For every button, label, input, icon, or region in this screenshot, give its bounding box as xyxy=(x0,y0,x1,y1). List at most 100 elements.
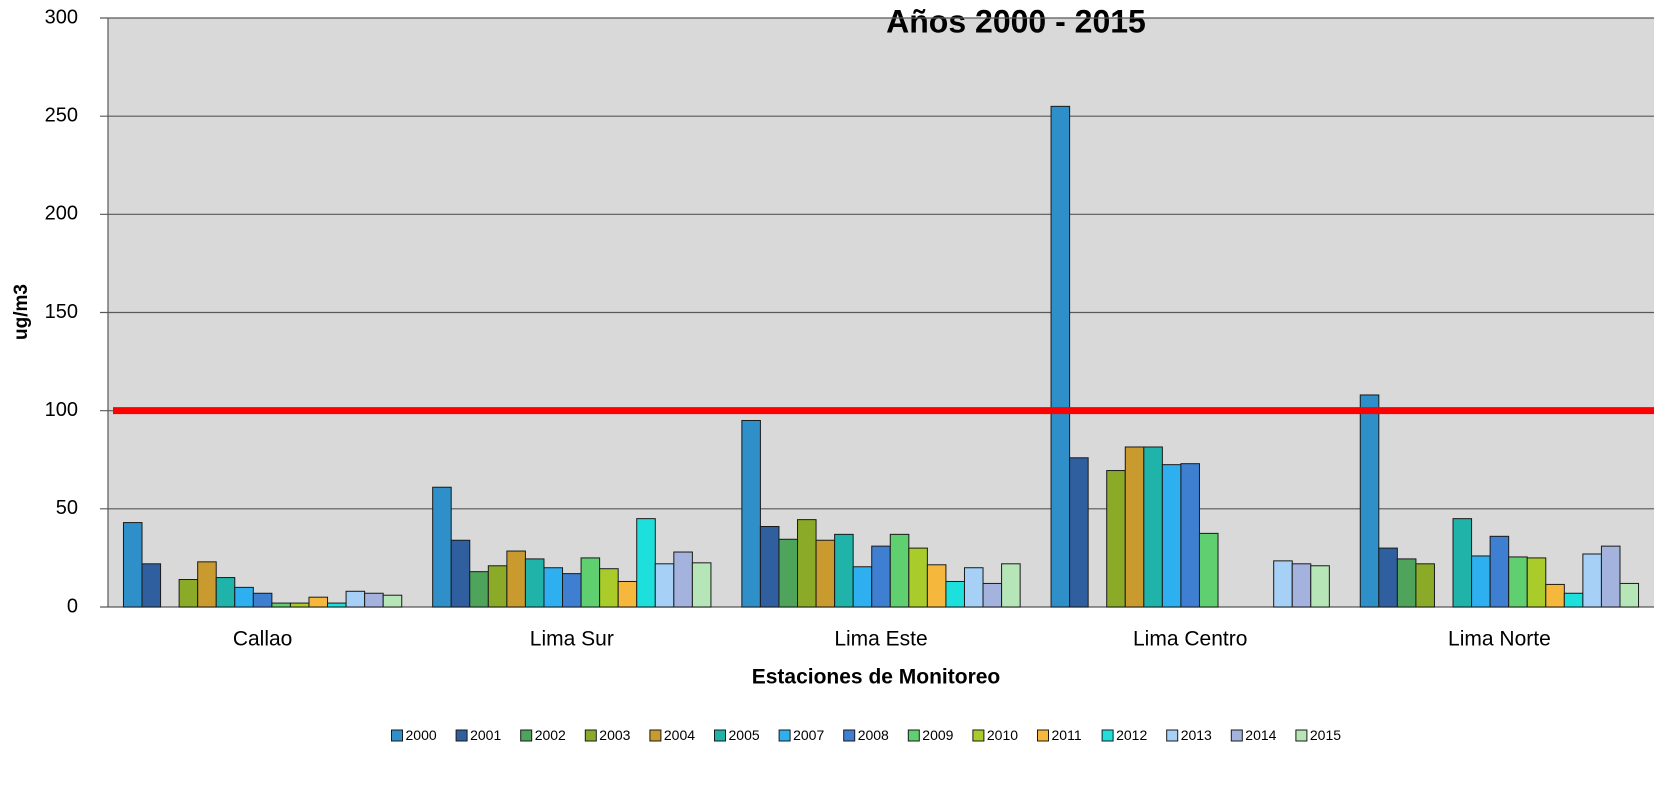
y-tick-label: 250 xyxy=(45,104,78,126)
bar xyxy=(759,526,780,608)
legend-label: 2002 xyxy=(535,727,566,743)
x-tick-label: Lima Centro xyxy=(1133,628,1247,651)
legend-swatch xyxy=(649,729,662,742)
legend-swatch xyxy=(520,729,533,742)
bar xyxy=(487,565,508,608)
y-tick-label: 100 xyxy=(45,399,78,421)
bar xyxy=(1415,563,1435,608)
bar xyxy=(1161,464,1182,608)
legend-swatch xyxy=(1037,729,1049,742)
bar xyxy=(834,533,854,608)
bar xyxy=(524,558,545,608)
y-tick-label: 300 xyxy=(45,6,78,28)
bar xyxy=(1310,565,1330,608)
bar xyxy=(1619,582,1640,608)
bar xyxy=(1563,592,1584,608)
bar xyxy=(562,573,582,608)
legend-label: 2003 xyxy=(599,727,630,743)
bar xyxy=(1069,457,1089,608)
bar xyxy=(599,568,619,608)
bar xyxy=(815,539,836,608)
bar xyxy=(308,596,329,608)
x-tick-label: Lima Norte xyxy=(1448,628,1551,651)
bar xyxy=(1378,547,1398,608)
bar xyxy=(580,557,601,608)
bar xyxy=(1291,563,1312,608)
bar xyxy=(636,518,656,608)
bar xyxy=(1050,105,1071,608)
legend-swatch xyxy=(843,729,856,742)
bar xyxy=(1471,555,1491,608)
bar xyxy=(889,533,910,608)
chart-title: Años 2000 - 2015 xyxy=(886,3,1146,39)
bar xyxy=(327,602,347,608)
bar xyxy=(178,579,199,608)
bar xyxy=(1273,560,1293,608)
legend-swatch xyxy=(972,729,985,742)
bar xyxy=(289,602,310,608)
bar xyxy=(1396,558,1417,608)
bar xyxy=(506,550,526,608)
legend-swatch xyxy=(907,729,920,742)
x-tick-label: Lima Sur xyxy=(530,628,614,651)
bar xyxy=(271,602,291,608)
bar xyxy=(797,519,817,608)
bar xyxy=(1600,545,1621,608)
legend-label: 2014 xyxy=(1245,727,1276,743)
legend-swatch xyxy=(391,729,403,742)
bar xyxy=(654,563,675,608)
bar xyxy=(1124,446,1145,608)
bar xyxy=(450,539,471,608)
bar xyxy=(345,590,366,608)
bar xyxy=(1001,563,1021,608)
bar xyxy=(852,566,873,608)
bar xyxy=(382,594,403,608)
x-axis-label: Estaciones de Monitoreo xyxy=(752,666,1001,689)
legend-label: 2010 xyxy=(987,727,1018,743)
bar xyxy=(778,538,799,608)
bar xyxy=(1452,518,1473,608)
legend-label: 2000 xyxy=(406,727,437,743)
bar xyxy=(1198,532,1219,608)
legend-label: 2001 xyxy=(470,727,501,743)
y-tick-label: 0 xyxy=(67,595,78,617)
x-tick-label: Lima Este xyxy=(834,628,927,651)
legend-label: 2005 xyxy=(729,727,760,743)
bar xyxy=(1106,470,1126,608)
bar xyxy=(1582,553,1602,608)
legend-label: 2007 xyxy=(793,727,824,743)
bar xyxy=(1545,583,1565,608)
legend-swatch xyxy=(1230,729,1243,742)
legend-label: 2011 xyxy=(1052,727,1082,743)
legend-swatch xyxy=(778,729,791,742)
legend-label: 2009 xyxy=(922,727,953,743)
bar xyxy=(908,547,928,608)
bar xyxy=(122,522,143,608)
legend-label: 2015 xyxy=(1310,727,1341,743)
y-tick-label: 50 xyxy=(56,497,78,519)
bar xyxy=(141,563,162,608)
bar xyxy=(234,586,254,608)
y-tick-label: 150 xyxy=(45,301,78,323)
legend-swatch xyxy=(714,729,726,742)
bar xyxy=(197,561,217,608)
bar xyxy=(963,567,984,608)
bar xyxy=(1359,394,1380,608)
bar xyxy=(673,551,693,608)
bar xyxy=(1526,557,1547,608)
legend-swatch xyxy=(455,729,468,742)
legend-label: 2012 xyxy=(1116,727,1147,743)
bar xyxy=(741,419,761,608)
legend-swatch xyxy=(1101,729,1114,742)
bar xyxy=(1508,556,1528,608)
bar xyxy=(982,582,1003,608)
bar xyxy=(543,567,564,608)
y-tick-label: 200 xyxy=(45,203,78,225)
bar xyxy=(691,562,712,608)
bar xyxy=(945,580,965,608)
legend-label: 2008 xyxy=(858,727,889,743)
bar xyxy=(469,571,489,608)
x-tick-label: Callao xyxy=(233,628,293,651)
legend-swatch xyxy=(584,729,597,742)
